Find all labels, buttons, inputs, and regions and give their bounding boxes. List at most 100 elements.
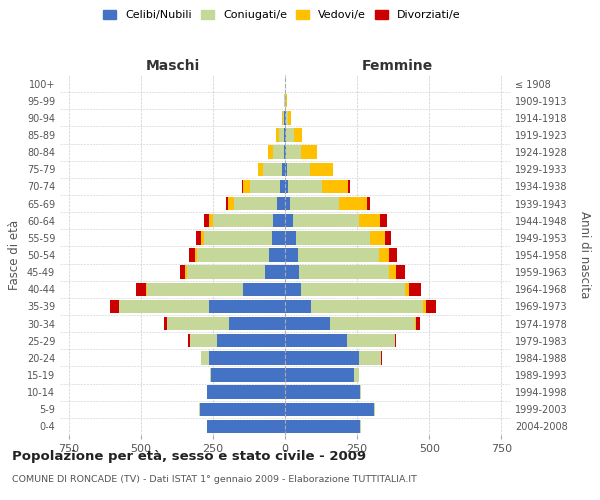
Bar <box>285 94 286 108</box>
Bar <box>330 317 415 330</box>
Y-axis label: Fasce di età: Fasce di età <box>8 220 21 290</box>
Bar <box>416 317 420 330</box>
Bar <box>195 248 197 262</box>
Bar <box>211 368 285 382</box>
Bar <box>282 111 283 124</box>
Bar <box>285 282 301 296</box>
Text: Femmine: Femmine <box>362 58 433 72</box>
Bar <box>396 266 405 279</box>
Bar <box>258 162 263 176</box>
Bar <box>209 351 285 364</box>
Bar <box>243 282 285 296</box>
Bar <box>285 128 286 141</box>
Bar <box>110 300 119 313</box>
Bar <box>200 402 285 416</box>
Bar <box>285 214 293 228</box>
Bar <box>349 180 350 193</box>
Bar <box>229 197 233 210</box>
Bar <box>285 162 287 176</box>
Bar <box>311 300 424 313</box>
Bar <box>424 300 426 313</box>
Bar <box>360 386 361 399</box>
Bar <box>210 368 211 382</box>
Bar <box>250 180 280 193</box>
Bar <box>385 231 391 244</box>
Bar <box>409 282 421 296</box>
Bar <box>286 128 293 141</box>
Bar <box>278 128 284 141</box>
Bar <box>272 146 284 159</box>
Bar <box>301 146 317 159</box>
Bar <box>426 300 436 313</box>
Bar <box>296 231 370 244</box>
Bar <box>167 317 229 330</box>
Bar <box>243 180 250 193</box>
Bar <box>370 231 385 244</box>
Bar <box>285 420 360 433</box>
Bar <box>301 282 405 296</box>
Bar <box>207 386 285 399</box>
Bar <box>359 214 380 228</box>
Bar <box>285 386 360 399</box>
Bar <box>213 214 274 228</box>
Bar <box>285 300 311 313</box>
Bar <box>209 300 285 313</box>
Bar <box>189 248 195 262</box>
Bar <box>359 351 381 364</box>
Bar <box>293 214 359 228</box>
Bar <box>269 248 285 262</box>
Legend: Celibi/Nubili, Coniugati/e, Vedovi/e, Divorziati/e: Celibi/Nubili, Coniugati/e, Vedovi/e, Di… <box>99 6 465 25</box>
Bar <box>286 94 287 108</box>
Bar <box>268 146 272 159</box>
Bar <box>282 162 285 176</box>
Bar <box>285 334 347 347</box>
Bar <box>207 420 285 433</box>
Bar <box>285 146 286 159</box>
Text: COMUNE DI RONCADE (TV) - Dati ISTAT 1° gennaio 2009 - Elaborazione TUTTITALIA.IT: COMUNE DI RONCADE (TV) - Dati ISTAT 1° g… <box>12 475 417 484</box>
Bar <box>290 197 339 210</box>
Bar <box>180 266 185 279</box>
Text: Popolazione per età, sesso e stato civile - 2009: Popolazione per età, sesso e stato civil… <box>12 450 366 463</box>
Bar <box>288 111 291 124</box>
Bar <box>185 266 187 279</box>
Bar <box>288 180 322 193</box>
Bar <box>188 334 190 347</box>
Bar <box>287 162 310 176</box>
Bar <box>285 197 290 210</box>
Y-axis label: Anni di nascita: Anni di nascita <box>578 212 591 298</box>
Bar <box>380 214 388 228</box>
Bar <box>202 351 209 364</box>
Bar <box>285 368 354 382</box>
Bar <box>280 180 285 193</box>
Bar <box>187 266 265 279</box>
Bar <box>229 317 285 330</box>
Bar <box>285 266 299 279</box>
Bar <box>233 197 277 210</box>
Bar <box>285 351 359 364</box>
Bar <box>286 146 301 159</box>
Bar <box>299 266 389 279</box>
Bar <box>284 146 285 159</box>
Bar <box>217 334 285 347</box>
Bar <box>285 248 298 262</box>
Bar <box>242 180 243 193</box>
Bar <box>285 317 330 330</box>
Bar <box>415 317 416 330</box>
Bar <box>389 266 396 279</box>
Bar <box>293 128 302 141</box>
Bar <box>347 334 395 347</box>
Bar <box>285 180 288 193</box>
Bar <box>310 162 333 176</box>
Bar <box>395 334 396 347</box>
Bar <box>389 248 397 262</box>
Bar <box>265 266 285 279</box>
Bar <box>263 162 282 176</box>
Bar <box>164 317 167 330</box>
Bar <box>136 282 146 296</box>
Bar <box>196 231 202 244</box>
Bar <box>197 248 269 262</box>
Bar <box>274 214 285 228</box>
Text: Maschi: Maschi <box>145 58 200 72</box>
Bar <box>204 231 272 244</box>
Bar <box>339 197 367 210</box>
